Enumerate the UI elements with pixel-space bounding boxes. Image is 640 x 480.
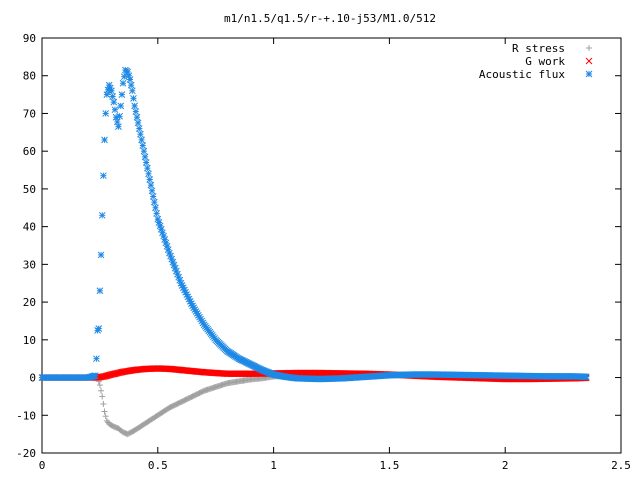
data-point (140, 147, 148, 155)
y-tick-label: 70 (23, 107, 36, 120)
data-point (96, 287, 104, 295)
data-point (145, 170, 152, 178)
data-point (142, 159, 150, 166)
y-tick-label: 10 (23, 334, 36, 347)
data-point (117, 102, 125, 110)
chart-title: m1/n1.5/q1.5/r-+.10-j53/M1.0/512 (224, 12, 436, 25)
legend-label: Acoustic flux (479, 68, 565, 81)
legend-label: G work (525, 55, 565, 68)
data-point (97, 251, 105, 259)
data-point (100, 400, 107, 407)
y-tick-label: 90 (23, 32, 36, 45)
x-tick-label: 1.5 (379, 459, 399, 472)
x-tick-label: 0.5 (148, 459, 168, 472)
data-point (116, 112, 123, 120)
data-point (141, 153, 149, 161)
data-point (138, 136, 145, 144)
data-point (152, 204, 159, 212)
data-point (147, 181, 155, 189)
data-point (93, 355, 100, 363)
data-point (109, 93, 116, 100)
plot-frame (41, 37, 622, 454)
data-point (132, 108, 140, 115)
data-point (133, 113, 141, 121)
data-point (148, 187, 156, 195)
data-point (118, 91, 126, 98)
y-tick-label: 20 (23, 296, 36, 309)
legend-marker (585, 70, 593, 78)
y-tick-label: 30 (23, 258, 36, 271)
data-point (150, 198, 158, 206)
data-point (139, 142, 147, 149)
data-point (98, 211, 106, 219)
x-tick-label: 0 (39, 459, 46, 472)
x-tick-label: 2 (502, 459, 509, 472)
series-acoustic-flux (38, 66, 590, 383)
x-tick-label: 2.5 (611, 459, 631, 472)
y-tick-label: -10 (16, 409, 36, 422)
data-point (98, 387, 105, 394)
data-point (153, 210, 160, 217)
data-point (101, 136, 108, 144)
data-point (102, 110, 110, 117)
data-point (91, 372, 99, 380)
data-point (135, 125, 143, 132)
y-tick-label: 80 (23, 70, 36, 83)
x-tick-label: 1 (270, 459, 277, 472)
legend-label: R stress (512, 42, 565, 55)
data-series (38, 66, 590, 438)
data-point (101, 408, 108, 415)
data-point (110, 98, 118, 106)
data-point (115, 123, 122, 131)
data-point (134, 119, 142, 127)
y-tick-label: 40 (23, 221, 36, 234)
data-point (99, 393, 106, 400)
data-point (111, 106, 119, 114)
data-point (149, 193, 157, 200)
data-point (95, 325, 103, 332)
data-point (127, 81, 135, 89)
data-point (128, 87, 136, 95)
data-point (108, 87, 115, 95)
data-point (137, 130, 144, 138)
y-tick-label: 60 (23, 145, 36, 158)
y-tick-label: -20 (16, 447, 36, 460)
data-point (119, 79, 127, 87)
data-point (130, 95, 137, 102)
legend-marker (585, 57, 593, 65)
data-point (131, 102, 138, 110)
data-point (582, 373, 590, 381)
data-point (146, 176, 154, 183)
data-point (113, 118, 121, 126)
data-point (100, 172, 107, 180)
data-point (102, 413, 109, 420)
axes: 0 0.5 1 1.5 2 2.5 -20 -10 0 10 20 30 40 50 60 70 80 90 (16, 32, 631, 472)
legend-marker (586, 45, 592, 51)
data-point (144, 164, 151, 172)
y-tick-label: 0 (29, 372, 36, 385)
y-tick-label: 50 (23, 183, 36, 196)
data-point (126, 76, 134, 83)
data-point (96, 382, 103, 389)
